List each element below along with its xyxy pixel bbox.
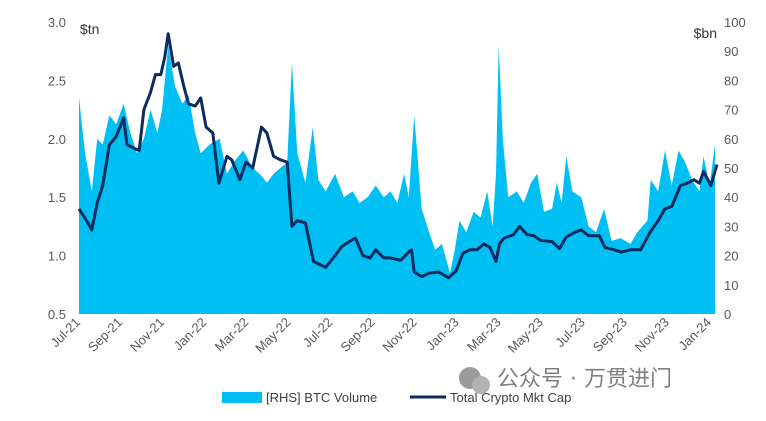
left-tick-label: 3.0 — [48, 15, 66, 30]
x-tick-label: Sep-22 — [337, 315, 377, 355]
right-tick-label: 80 — [724, 73, 738, 88]
right-axis-unit: $bn — [694, 25, 717, 41]
right-tick-label: 50 — [724, 161, 738, 176]
mkt-cap-line-layer — [77, 32, 719, 280]
x-tick-label: Nov-22 — [379, 315, 419, 355]
x-tick-label: May-22 — [252, 315, 293, 356]
x-tick-label: Mar-22 — [212, 315, 252, 355]
wechat-icon-bubble — [472, 376, 490, 394]
x-tick-label: Jan-22 — [171, 315, 210, 354]
x-tick-label: Sep-21 — [85, 315, 125, 355]
legend-volume-swatch — [222, 392, 262, 403]
right-axis-ticks: 0 10 20 30 40 50 60 70 80 90 100 — [724, 15, 746, 322]
watermark: 公众号 · 万贯进门 — [459, 367, 672, 394]
x-tick-label: Jul-23 — [552, 315, 588, 351]
x-tick-label: Jul-22 — [300, 315, 336, 351]
left-tick-label: 0.5 — [48, 307, 66, 322]
right-tick-label: 30 — [724, 219, 738, 234]
right-tick-label: 0 — [724, 307, 731, 322]
right-tick-label: 20 — [724, 249, 738, 264]
x-tick-label: Jan-23 — [423, 315, 462, 354]
btc-volume-area-layer — [79, 45, 715, 315]
left-tick-label: 2.5 — [48, 73, 66, 88]
total-crypto-mkt-cap-line — [77, 32, 719, 280]
watermark-text: 公众号 · 万贯进门 — [497, 367, 672, 392]
btc-volume-area — [79, 45, 715, 315]
x-tick-label: Nov-21 — [127, 315, 167, 355]
legend-volume-label: [RHS] BTC Volume — [266, 390, 377, 405]
right-tick-label: 100 — [724, 15, 746, 30]
x-tick-label: Mar-23 — [464, 315, 504, 355]
legend-cap-label: Total Crypto Mkt Cap — [450, 390, 571, 405]
x-axis-ticks: Jul-21 Sep-21 Nov-21 Jan-22 Mar-22 May-22 Jul-… — [47, 315, 714, 356]
right-tick-label: 60 — [724, 132, 738, 147]
right-tick-label: 10 — [724, 278, 738, 293]
left-tick-label: 1.5 — [48, 190, 66, 205]
left-tick-label: 2.0 — [48, 132, 66, 147]
x-tick-label: Nov-23 — [632, 315, 672, 355]
right-tick-label: 90 — [724, 44, 738, 59]
legend: [RHS] BTC Volume Total Crypto Mkt Cap — [222, 390, 571, 405]
right-tick-label: 70 — [724, 103, 738, 118]
left-axis-ticks: 0.5 1.0 1.5 2.0 2.5 3.0 — [48, 15, 66, 322]
left-tick-label: 1.0 — [48, 249, 66, 264]
x-tick-label: Sep-23 — [590, 315, 630, 355]
right-tick-label: 40 — [724, 190, 738, 205]
left-axis-unit: $tn — [80, 21, 99, 37]
x-tick-label: May-23 — [505, 315, 546, 356]
x-tick-label: Jan-24 — [675, 315, 714, 354]
